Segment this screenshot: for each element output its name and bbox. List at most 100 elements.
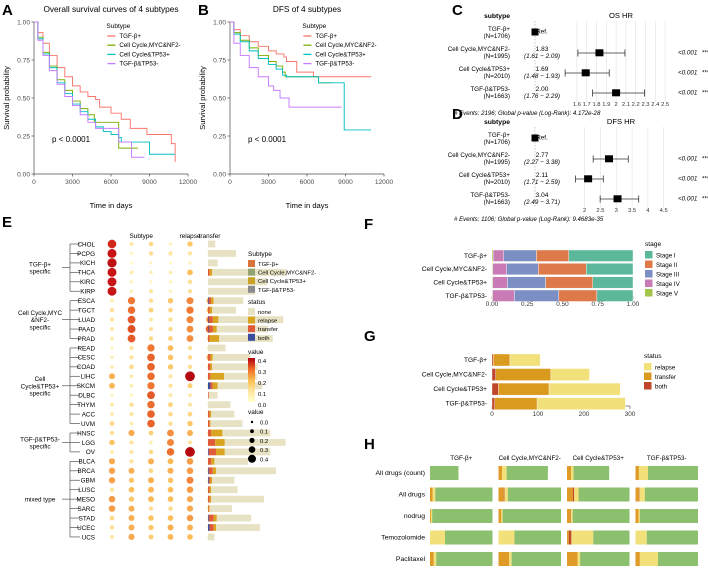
dot-cell (186, 496, 194, 503)
cancer-type-label: OV (86, 449, 96, 456)
dot-cell (109, 382, 115, 389)
dot-cell (110, 336, 114, 341)
drug-segment-none (580, 552, 630, 566)
colorbar (248, 358, 255, 402)
drug-segment-none (593, 530, 630, 545)
dot-cell (186, 476, 194, 484)
bar-segment-transfer (208, 505, 209, 512)
dot-cell (148, 336, 154, 341)
cancer-type-label: READ (78, 345, 96, 352)
dot-cell (128, 533, 135, 541)
x-tick-label: 3000 (261, 179, 276, 186)
x-tick-label: 9000 (338, 179, 353, 186)
dot-cell (187, 289, 193, 294)
bar-segment-transfer (208, 420, 210, 427)
legend-swatch-stage-3 (645, 279, 653, 287)
row-n: (N=1995) (484, 159, 510, 166)
significance-stars: *** (702, 176, 708, 183)
group-label: specific (30, 324, 51, 331)
bar-segment-none (210, 420, 243, 427)
x-tick-label: 1.00 (627, 301, 640, 308)
bar-segment-transfer (208, 363, 211, 371)
cancer-type-label: KIRC (80, 279, 95, 286)
x-tick-label: 1.6 (573, 102, 581, 108)
dot-cell (187, 440, 193, 445)
legend-title-subtype: Subtype (248, 251, 272, 258)
dot-cell (128, 429, 135, 437)
legend-label-subtype: Cell Cycle,MYC&NF2- (258, 271, 316, 277)
dot-cell (109, 439, 115, 446)
row-label: Cell Cycle,MYC&NF2- (448, 152, 510, 159)
legend-label-size: 0.0 (260, 421, 269, 427)
dot-cell (185, 447, 195, 457)
drug-segment-transfer (498, 509, 502, 523)
drug-segment-transfer (635, 487, 640, 502)
drug-segment-transfer (430, 552, 434, 566)
drug-segment-none (658, 552, 698, 566)
drug-segment-relapse (638, 509, 640, 523)
status-count-bar: 0 100 200 300 TGF-β+ Cell Cycle,MYC&NF2- Cell … (422, 353, 676, 418)
dot-cell (186, 316, 194, 324)
legend-label-stage: Stage V (656, 291, 679, 298)
dot-cell (147, 477, 155, 484)
bar-segment-transfer (208, 486, 210, 494)
dot-cell (187, 355, 193, 360)
stage-segment (592, 276, 634, 289)
bar-segment-transfer (208, 325, 213, 333)
legend-swatch-status-3 (248, 333, 255, 341)
legend-size-dot-0 (250, 420, 254, 424)
row-n: (N=1995) (484, 53, 510, 60)
bar-segment-relapse (211, 297, 214, 305)
bar-segment-none (208, 259, 218, 267)
drug-segment-none (432, 509, 493, 523)
dot-cell (167, 496, 174, 502)
cancer-type-label: SKCM (77, 383, 95, 390)
significance-stars: *** (702, 70, 708, 77)
drug-segment-none (502, 509, 561, 523)
dot-cell (127, 325, 136, 334)
group-label: TGF-β&TP53- (20, 436, 60, 443)
ref-square (531, 134, 539, 142)
bar-segment-none (216, 524, 260, 531)
km-curve-2 (230, 21, 372, 131)
dot-cell (147, 391, 155, 400)
stage-segment (538, 263, 587, 276)
group-label: TGF-β+ (29, 261, 51, 268)
stage-segment (492, 276, 508, 289)
row-label: Cell Cycle,MYC&NF2- (448, 46, 510, 53)
dot-cell (128, 477, 135, 483)
panel-b-label: B (198, 2, 209, 19)
colorbar-tick-label: 0.3 (258, 370, 267, 376)
hr-value: 3.04 (536, 192, 549, 199)
dot-cell (147, 458, 155, 465)
x-tick-label: 4.5 (660, 208, 668, 214)
drug-row-label: Paclitaxel (396, 556, 426, 563)
drug-segment-transfer (498, 487, 504, 502)
dot-cell (108, 458, 116, 465)
dot-cell (109, 515, 115, 521)
x-tick-label: 2.1 (622, 102, 630, 108)
cancer-type-label: COAD (77, 364, 96, 371)
legend-swatch-status-2 (644, 382, 652, 390)
drug-segment-relapse (501, 466, 507, 480)
facet-header: TGF-β+ (450, 455, 472, 462)
category-label: Cell Cycle,MYC&NF2- (422, 372, 487, 379)
drug-segment-none (435, 487, 493, 502)
dot-cell (128, 486, 135, 493)
panel-b: B DFS of 4 subtypes 0 3000 6000 9000 12000 0.0… (196, 0, 393, 212)
legend-item-label: Cell Cycle&TP53+ (315, 51, 366, 58)
drug-segment-none (430, 466, 459, 480)
legend-label-size: 0.2 (260, 439, 268, 445)
bar-segment-transfer (208, 297, 212, 305)
bar-segment-both (208, 476, 209, 484)
group-label: Cell Cycle,MYC (18, 310, 63, 317)
dot-cell (148, 289, 154, 294)
drug-segment-transfer (635, 509, 639, 523)
panel-title: DFS of 4 subtypes (273, 4, 341, 14)
column-header-subtype: subtype (484, 13, 510, 20)
drug-segment-none (578, 487, 630, 502)
legend-item-label: TGF-β+ (315, 33, 337, 40)
dot-cell (169, 261, 172, 265)
dot-cell (110, 365, 114, 369)
bar-segment-relapse (211, 429, 223, 437)
